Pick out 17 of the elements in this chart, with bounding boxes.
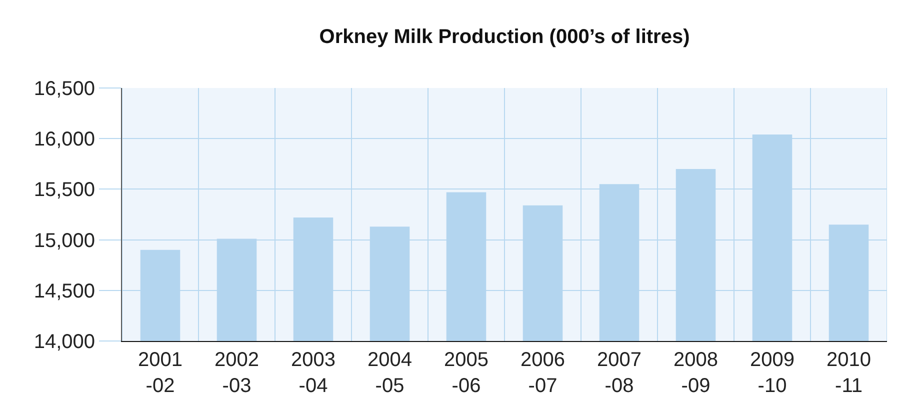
y-tick-label: 15,500	[34, 179, 95, 202]
y-tick-label: 14,500	[34, 280, 95, 302]
x-tick-label: 2004 -05	[368, 349, 412, 397]
y-tick-label: 14,000	[34, 331, 95, 353]
x-tick-label: 2009 -10	[750, 349, 794, 397]
y-tick-label: 15,000	[34, 230, 95, 252]
y-tick-label: 16,500	[34, 78, 95, 100]
x-tick-label: 2007 -08	[597, 349, 642, 397]
x-tick-label: 2002 -03	[214, 349, 259, 397]
x-tick-label: 2001 -02	[138, 349, 182, 397]
x-tick-label: 2006 -07	[520, 349, 565, 397]
x-tick-label: 2005 -06	[444, 349, 488, 397]
chart-title: Orkney Milk Production (000’s of litres)	[319, 26, 690, 48]
x-tick-label: 2008 -09	[674, 349, 718, 397]
y-tick-label: 16,000	[34, 128, 95, 151]
x-tick-label: 2010 -11	[826, 349, 871, 397]
x-tick-label: 2003 -04	[291, 349, 336, 397]
